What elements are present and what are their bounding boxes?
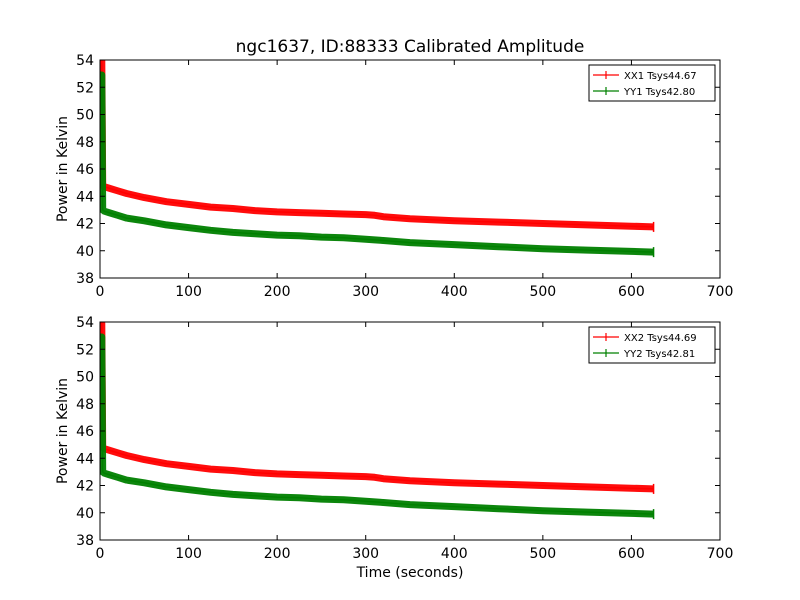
- chart-title: ngc1637, ID:88333 Calibrated Amplitude: [236, 37, 585, 57]
- y-tick-label: 46: [76, 162, 94, 178]
- x-tick-label: 0: [96, 284, 105, 300]
- y-tick-label: 52: [76, 342, 94, 358]
- y-tick-label: 52: [76, 80, 94, 96]
- x-tick-label: 100: [175, 546, 202, 562]
- legend-label: XX2 Tsys44.69: [624, 333, 697, 344]
- legend-label: YY1 Tsys42.80: [623, 87, 695, 98]
- y-tick-label: 40: [76, 506, 94, 522]
- x-tick-label: 200: [264, 546, 291, 562]
- legend: XX2 Tsys44.69 YY2 Tsys42.81: [588, 326, 716, 364]
- y-tick-label: 40: [76, 244, 94, 260]
- legend-box: [588, 64, 716, 102]
- x-tick-label: 300: [352, 546, 379, 562]
- legend: XX1 Tsys44.67 YY1 Tsys42.80: [588, 64, 716, 102]
- y-tick-label: 44: [76, 451, 94, 467]
- x-axis-label: Time (seconds): [356, 565, 464, 581]
- y-tick-label: 48: [76, 135, 94, 151]
- y-tick-label: 38: [76, 533, 94, 549]
- x-tick-label: 400: [441, 546, 468, 562]
- x-tick-label: 100: [175, 284, 202, 300]
- y-tick-label: 50: [76, 370, 94, 386]
- series-line-0: [100, 60, 654, 228]
- plot-area: [100, 60, 655, 258]
- x-tick-label: 500: [529, 284, 556, 300]
- plot-area: [100, 322, 655, 520]
- x-tick-label: 500: [529, 546, 556, 562]
- y-tick-label: 42: [76, 217, 94, 233]
- top-subplot: 0 100 200 300 400 500 600 700 38 40 42 44 46 48 50 52 54…: [55, 53, 733, 300]
- x-tick-label: 700: [707, 546, 734, 562]
- x-tick-label: 200: [264, 284, 291, 300]
- x-tick-label: 400: [441, 284, 468, 300]
- x-tick-label: 600: [618, 546, 645, 562]
- x-tick-label: 600: [618, 284, 645, 300]
- x-tick-label: 300: [352, 284, 379, 300]
- x-tick-label: 0: [96, 546, 105, 562]
- y-tick-label: 38: [76, 271, 94, 287]
- series-line-0: [100, 322, 654, 490]
- y-tick-label: 48: [76, 397, 94, 413]
- y-axis-label: Power in Kelvin: [55, 116, 71, 222]
- legend-box: [588, 326, 716, 364]
- legend-label: XX1 Tsys44.67: [624, 71, 697, 82]
- series-line-1: [100, 74, 654, 253]
- x-tick-label: 700: [707, 284, 734, 300]
- y-tick-label: 44: [76, 189, 94, 205]
- y-tick-label: 54: [76, 315, 94, 331]
- bottom-subplot: 0 100 200 300 400 500 600 700 38 40 42 44 46 48 50 52 54…: [55, 315, 733, 562]
- y-tick-label: 50: [76, 108, 94, 124]
- legend-label: YY2 Tsys42.81: [623, 349, 695, 360]
- y-tick-label: 46: [76, 424, 94, 440]
- y-tick-label: 42: [76, 479, 94, 495]
- y-axis-label: Power in Kelvin: [55, 378, 71, 484]
- series-line-1: [100, 336, 654, 515]
- y-tick-label: 54: [76, 53, 94, 69]
